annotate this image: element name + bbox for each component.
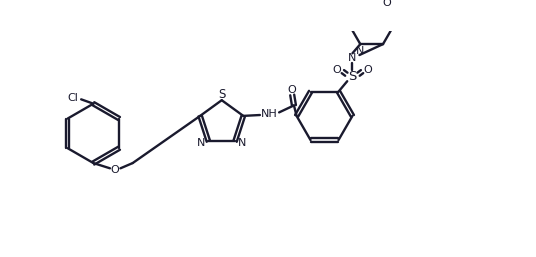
Text: O: O xyxy=(111,165,120,175)
Text: Cl: Cl xyxy=(67,94,78,104)
Text: N: N xyxy=(238,138,246,148)
Text: N: N xyxy=(197,138,206,148)
Text: O: O xyxy=(332,65,341,75)
Text: O: O xyxy=(288,85,296,95)
Text: NH: NH xyxy=(261,109,278,119)
Text: N: N xyxy=(356,46,364,56)
Text: O: O xyxy=(364,65,373,75)
Text: N: N xyxy=(348,53,356,63)
Text: O: O xyxy=(382,0,391,8)
Text: S: S xyxy=(348,70,356,83)
Text: S: S xyxy=(218,88,226,100)
